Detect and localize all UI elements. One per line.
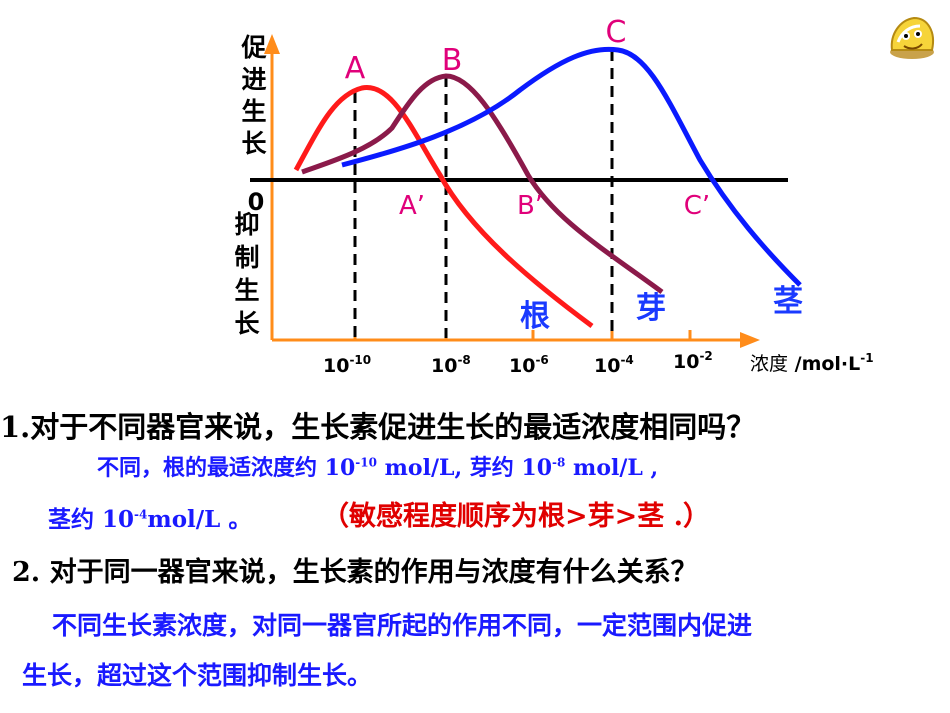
- crossing-label-a: A’: [399, 191, 425, 221]
- stem-curve: [341, 46, 802, 287]
- y-axis-arrow: [264, 34, 280, 54]
- sensitivity-order-note: （敏感程度顺序为根>芽>茎 .）: [322, 501, 711, 532]
- y-label-up-3: 生: [241, 97, 266, 126]
- x-tick-label-5: 10-2: [673, 349, 713, 373]
- peak-label-c: C: [606, 15, 627, 50]
- answer-2-line-2: 生长，超过这个范围抑制生长。: [22, 661, 373, 690]
- x-tick-label-2: 10-8: [431, 353, 471, 377]
- y-label-up-4: 长: [241, 129, 267, 158]
- mascot-icon: [890, 16, 934, 59]
- y-label-down-2: 制: [234, 243, 259, 272]
- origin-label: 0: [248, 188, 265, 216]
- organ-label-stem: 茎: [773, 284, 803, 319]
- answer-1-line-1: 不同，根的最适浓度约 10-10 mol/L, 芽约 10-8 mol/L ,: [97, 455, 659, 481]
- crossing-label-c: C’: [684, 191, 710, 221]
- y-label-down-4: 长: [234, 309, 260, 338]
- peak-dashed-lines: [353, 50, 614, 338]
- peak-label-a: A: [345, 51, 366, 86]
- question-1: 1.对于不同器官来说，生长素促进生长的最适浓度相同吗？: [0, 410, 756, 444]
- y-label-up-2: 进: [241, 65, 266, 94]
- y-label-down-1: 抑: [234, 210, 259, 239]
- answer-1-line-2: 茎约 10-4mol/L 。: [48, 506, 252, 533]
- y-label-up-1: 促: [240, 33, 266, 62]
- answer-2-line-1: 不同生长素浓度，对同一器官所起的作用不同，一定范围内促进: [52, 611, 753, 640]
- x-axis-unit: 浓度 /mol·L-1: [750, 351, 874, 375]
- organ-label-root: 根: [520, 299, 550, 334]
- x-axis-arrow: [740, 332, 760, 348]
- bud-curve: [301, 73, 664, 295]
- organ-label-bud: 芽: [636, 291, 666, 326]
- crossing-label-b: B’: [517, 191, 543, 221]
- auxin-concentration-diagram: 促 进 生 长 抑 制 生 长 0 A B C A’ B’ C’ 根 芽 茎 1…: [234, 15, 874, 377]
- x-tick-label-1: 10-10: [323, 353, 371, 377]
- x-tick-label-4: 10-4: [594, 353, 634, 377]
- root-curve: [293, 85, 594, 329]
- y-label-down-3: 生: [234, 276, 259, 305]
- question-2: 2. 对于同一器官来说，生长素的作用与浓度有什么关系？: [12, 557, 698, 588]
- x-tick-label-3: 10-6: [509, 353, 549, 377]
- peak-label-b: B: [442, 43, 463, 78]
